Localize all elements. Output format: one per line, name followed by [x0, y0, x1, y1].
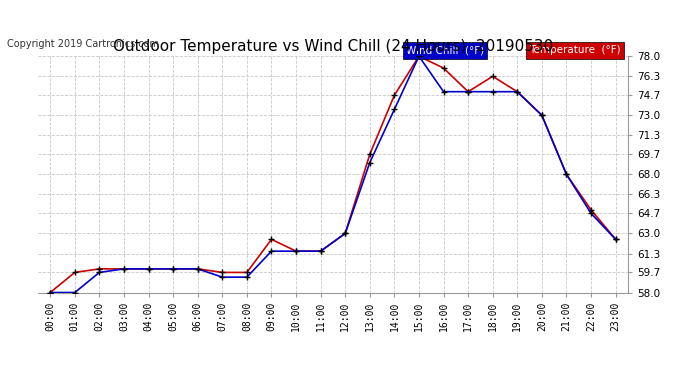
- Title: Outdoor Temperature vs Wind Chill (24 Hours)  20190530: Outdoor Temperature vs Wind Chill (24 Ho…: [112, 39, 553, 54]
- Text: Wind Chill  (°F): Wind Chill (°F): [406, 45, 484, 56]
- Text: Temperature  (°F): Temperature (°F): [529, 45, 621, 56]
- Text: Copyright 2019 Cartronics.com: Copyright 2019 Cartronics.com: [7, 39, 159, 50]
